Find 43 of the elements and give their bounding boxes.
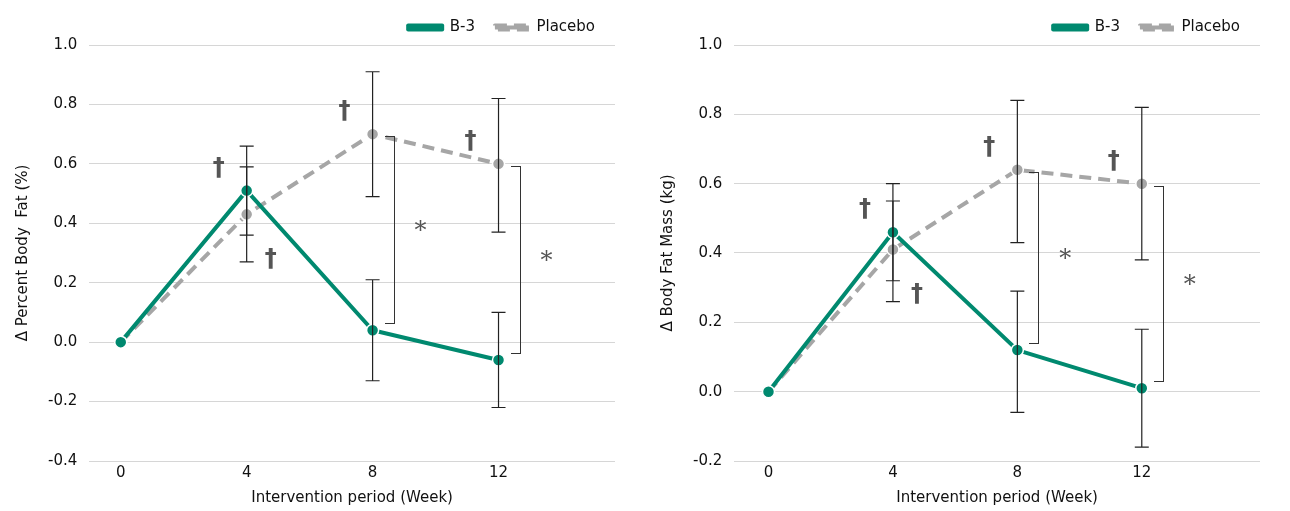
y-tick-label: 0.2 — [698, 312, 723, 331]
y-tick-label: 0.0 — [698, 381, 723, 400]
y-tick-label: 0.4 — [698, 242, 723, 261]
x-tick-label: 8 — [1012, 462, 1023, 481]
x-axis-title: Intervention period (Week) — [251, 487, 453, 506]
x-tick-label: 4 — [241, 462, 252, 481]
y-tick-label: 0.8 — [698, 104, 723, 123]
y-tick-label: 0.4 — [53, 213, 78, 232]
annotation: † — [264, 243, 277, 272]
y-tick-label: -0.2 — [47, 391, 78, 410]
annotation: † — [464, 126, 477, 155]
legend-label: B-3 — [1094, 17, 1120, 36]
x-tick-label: 4 — [888, 462, 898, 481]
annotation: † — [1107, 145, 1120, 174]
x-axis-title: Intervention period (Week) — [896, 487, 1098, 506]
y-tick-label: -0.4 — [47, 450, 78, 469]
y-tick-label: 0.6 — [698, 173, 723, 192]
x-tick-label: 0 — [763, 462, 774, 481]
y-tick-label: 0.8 — [53, 94, 78, 113]
annotation: † — [858, 194, 871, 223]
annotation: † — [983, 132, 996, 161]
legend-label: Placebo — [536, 17, 596, 36]
annotation: † — [910, 278, 923, 307]
x-tick-label: 0 — [115, 462, 126, 481]
legend-label: Placebo — [1181, 17, 1241, 36]
x-tick-label: 12 — [1132, 462, 1152, 481]
y-tick-label: -0.2 — [692, 450, 723, 469]
legend-label: B-3 — [449, 17, 475, 36]
x-tick-label: 12 — [488, 462, 509, 481]
annotation: * — [414, 216, 427, 245]
annotation: * — [1183, 270, 1196, 299]
annotation: † — [212, 152, 225, 181]
y-axis-title: Δ Body Fat Mass (kg) — [657, 174, 676, 332]
y-tick-label: 0.0 — [53, 332, 78, 351]
y-tick-label: 1.0 — [698, 34, 723, 53]
x-tick-label: 8 — [367, 462, 378, 481]
annotation: * — [1059, 244, 1072, 273]
y-tick-label: 0.2 — [53, 272, 78, 291]
annotation: * — [540, 246, 553, 275]
y-tick-label: 0.6 — [53, 153, 78, 172]
y-axis-title: Δ Percent Body Fat (%) — [12, 164, 31, 342]
y-tick-label: 1.0 — [53, 34, 78, 53]
annotation: † — [338, 96, 351, 125]
